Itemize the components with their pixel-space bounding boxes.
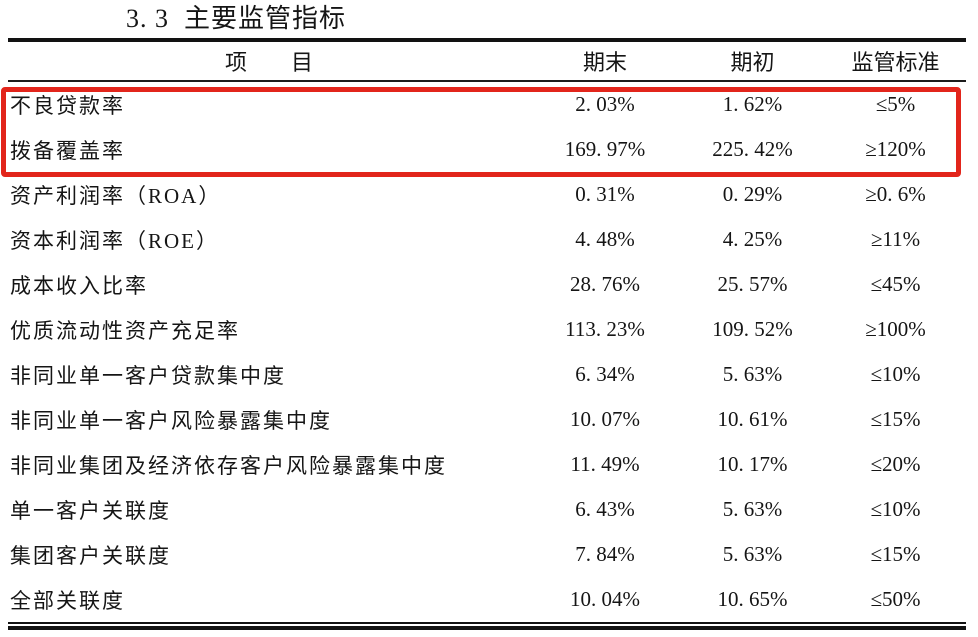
table-row: 非同业单一客户风险暴露集中度 10. 07% 10. 61% ≤15% bbox=[8, 397, 966, 442]
cell-standard: ≤50% bbox=[870, 587, 921, 611]
table-bottom-rule-gap bbox=[8, 624, 966, 626]
cell-standard: ≥11% bbox=[870, 227, 921, 251]
table-row: 资本利润率（ROE） 4. 48% 4. 25% ≥11% bbox=[8, 217, 966, 262]
cell-item-label: 拨备覆盖率 bbox=[10, 138, 125, 163]
cell-item-label: 非同业单一客户贷款集中度 bbox=[10, 363, 286, 388]
cell-item-label: 集团客户关联度 bbox=[10, 543, 171, 568]
cell-period-end: 6. 43% bbox=[575, 497, 635, 521]
table-header-row: 项 目 期末 期初 监管标准 bbox=[8, 42, 966, 82]
cell-standard: ≤45% bbox=[870, 272, 921, 296]
cell-standard: ≥100% bbox=[865, 317, 926, 341]
cell-period-begin: 5. 63% bbox=[722, 497, 783, 521]
cell-period-begin: 1. 62% bbox=[722, 92, 783, 116]
table-row: 单一客户关联度 6. 43% 5. 63% ≤10% bbox=[8, 487, 966, 532]
cell-period-begin: 5. 63% bbox=[722, 362, 783, 386]
cell-standard: ≤15% bbox=[870, 407, 921, 431]
cell-standard: ≤10% bbox=[870, 362, 921, 386]
cell-period-begin: 10. 17% bbox=[717, 452, 788, 476]
cell-period-end: 10. 07% bbox=[570, 407, 640, 431]
table-body: 不良贷款率 2. 03% 1. 62% ≤5% 拨备覆盖率 169. 97% 2… bbox=[8, 82, 966, 622]
header-period-begin: 期初 bbox=[730, 50, 775, 75]
header-item: 项 目 bbox=[224, 50, 313, 75]
section-title: 3. 3 主要监管指标 bbox=[126, 4, 347, 33]
cell-period-end: 113. 23% bbox=[565, 317, 645, 341]
table-row: 优质流动性资产充足率 113. 23% 109. 52% ≥100% bbox=[8, 307, 966, 352]
cell-period-end: 7. 84% bbox=[575, 542, 635, 566]
cell-period-begin: 109. 52% bbox=[712, 317, 793, 341]
cell-standard: ≥120% bbox=[865, 137, 926, 161]
cell-period-end: 11. 49% bbox=[570, 452, 640, 476]
table-bottom-rule-thick bbox=[8, 626, 966, 630]
cell-period-begin: 5. 63% bbox=[722, 542, 783, 566]
cell-standard: ≥0. 6% bbox=[865, 182, 926, 206]
cell-item-label: 资本利润率（ROE） bbox=[10, 228, 219, 253]
cell-period-begin: 25. 57% bbox=[717, 272, 788, 296]
cell-period-begin: 0. 29% bbox=[722, 182, 783, 206]
cell-period-end: 169. 97% bbox=[564, 137, 646, 161]
cell-item-label: 全部关联度 bbox=[10, 588, 125, 613]
cell-period-begin: 10. 61% bbox=[717, 407, 788, 431]
cell-period-end: 0. 31% bbox=[575, 182, 635, 206]
table-row: 集团客户关联度 7. 84% 5. 63% ≤15% bbox=[8, 532, 966, 577]
cell-standard: ≤10% bbox=[870, 497, 921, 521]
cell-period-end: 6. 34% bbox=[575, 362, 635, 386]
cell-item-label: 优质流动性资产充足率 bbox=[10, 318, 240, 343]
table-row: 资产利润率（ROA） 0. 31% 0. 29% ≥0. 6% bbox=[8, 172, 966, 217]
table-row: 不良贷款率 2. 03% 1. 62% ≤5% bbox=[8, 82, 966, 127]
cell-item-label: 单一客户关联度 bbox=[10, 498, 171, 523]
cell-period-end: 10. 04% bbox=[570, 587, 640, 611]
cell-item-label: 非同业单一客户风险暴露集中度 bbox=[10, 408, 332, 433]
cell-period-end: 4. 48% bbox=[575, 227, 635, 251]
cell-standard: ≤20% bbox=[870, 452, 921, 476]
cell-item-label: 成本收入比率 bbox=[10, 273, 148, 298]
cell-item-label: 资产利润率（ROA） bbox=[10, 183, 222, 208]
cell-period-end: 28. 76% bbox=[570, 272, 640, 296]
cell-period-begin: 225. 42% bbox=[712, 137, 793, 161]
table-row: 全部关联度 10. 04% 10. 65% ≤50% bbox=[8, 577, 966, 622]
table-row: 非同业单一客户贷款集中度 6. 34% 5. 63% ≤10% bbox=[8, 352, 966, 397]
cell-item-label: 非同业集团及经济依存客户风险暴露集中度 bbox=[10, 453, 447, 478]
table-bottom-rule-thin bbox=[8, 622, 966, 624]
table-row: 拨备覆盖率 169. 97% 225. 42% ≥120% bbox=[8, 127, 966, 172]
cell-standard: ≤5% bbox=[875, 92, 916, 116]
cell-standard: ≤15% bbox=[870, 542, 921, 566]
cell-period-end: 2. 03% bbox=[575, 92, 635, 116]
header-regulatory-standard: 监管标准 bbox=[851, 50, 940, 75]
regulatory-indicators-table: 项 目 期末 期初 监管标准 不良贷款率 2. 03% 1. 62% ≤5% 拨… bbox=[8, 38, 966, 622]
cell-period-begin: 10. 65% bbox=[717, 587, 788, 611]
header-period-end: 期末 bbox=[582, 50, 627, 75]
table-row: 成本收入比率 28. 76% 25. 57% ≤45% bbox=[8, 262, 966, 307]
table-row: 非同业集团及经济依存客户风险暴露集中度 11. 49% 10. 17% ≤20% bbox=[8, 442, 966, 487]
cell-period-begin: 4. 25% bbox=[722, 227, 783, 251]
cell-item-label: 不良贷款率 bbox=[10, 93, 125, 118]
